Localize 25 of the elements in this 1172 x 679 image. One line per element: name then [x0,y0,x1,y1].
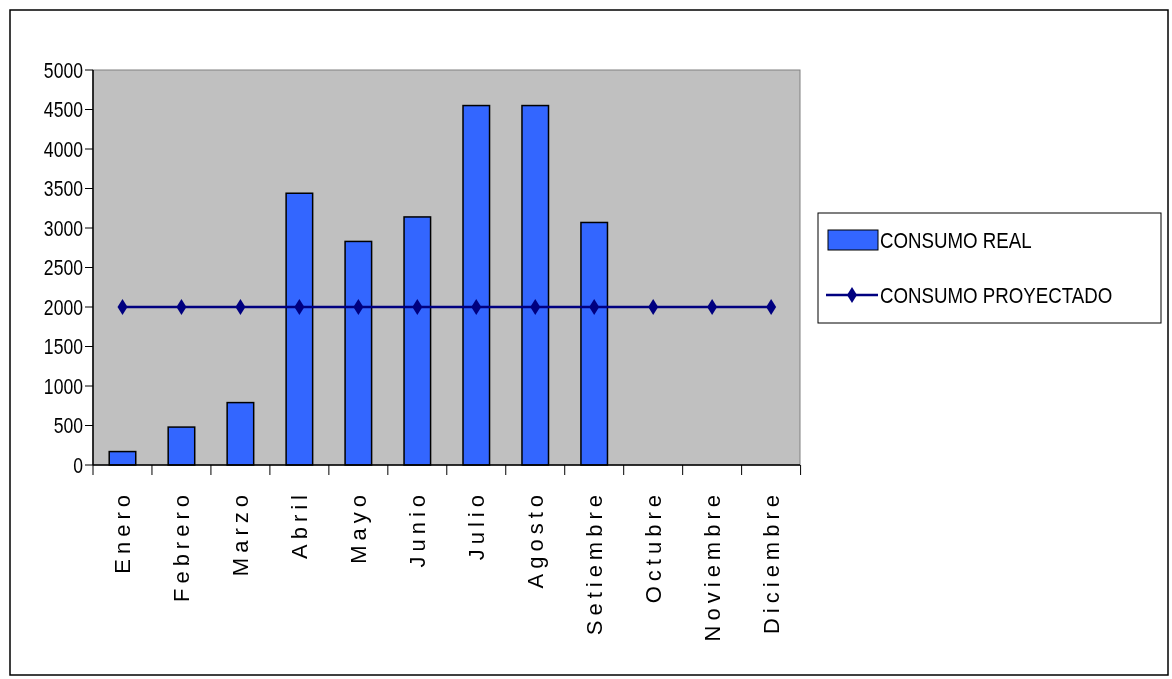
y-tick-label: 2500 [43,255,83,280]
x-tick-label: Junio [405,490,431,568]
y-tick-label: 4500 [43,97,83,122]
x-tick-label: Octubre [641,490,667,604]
legend-label: CONSUMO PROYECTADO [880,283,1113,308]
y-tick-label: 3500 [43,176,83,201]
y-tick-label: 2000 [43,294,83,320]
x-tick-label: Marzo [228,490,254,577]
y-tick-label: 3000 [43,215,83,241]
x-tick-label: Agosto [523,490,549,589]
x-tick-label: Noviembre [700,490,726,642]
y-tick-label: 4000 [43,136,83,162]
y-tick-label: 1000 [43,373,83,399]
legend-label: CONSUMO REAL [880,228,1032,253]
y-tick-label: 5000 [43,57,83,83]
x-tick-label: Mayo [346,490,372,564]
x-tick-label: Febrero [169,490,195,603]
y-tick-label: 0 [73,452,83,478]
y-tick-label: 500 [53,413,83,438]
x-tick-label: Abril [287,490,313,560]
x-tick-label: Diciembre [759,490,785,635]
x-tick-label: Julio [464,490,490,561]
x-tick-label: Enero [110,490,136,574]
x-tick-label: Setiembre [582,490,608,636]
y-tick-label: 1500 [43,334,83,359]
